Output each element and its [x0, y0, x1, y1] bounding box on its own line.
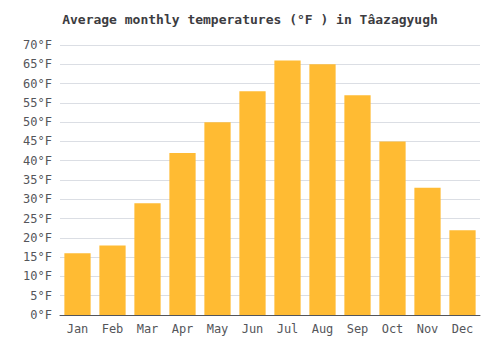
svg-text:30°F: 30°F: [23, 192, 52, 206]
svg-text:Mar: Mar: [137, 322, 159, 336]
svg-text:Average monthly temperatures (: Average monthly temperatures (°F ) in Tâ…: [62, 12, 438, 27]
svg-text:Jan: Jan: [67, 322, 89, 336]
svg-text:Nov: Nov: [417, 322, 439, 336]
svg-text:40°F: 40°F: [23, 154, 52, 168]
svg-text:Aug: Aug: [312, 322, 334, 336]
svg-text:May: May: [207, 322, 229, 336]
svg-text:65°F: 65°F: [23, 57, 52, 71]
svg-text:15°F: 15°F: [23, 250, 52, 264]
svg-text:55°F: 55°F: [23, 96, 52, 110]
svg-text:5°F: 5°F: [30, 289, 52, 303]
svg-text:20°F: 20°F: [23, 231, 52, 245]
svg-text:60°F: 60°F: [23, 77, 52, 91]
svg-text:Jun: Jun: [242, 322, 264, 336]
svg-text:25°F: 25°F: [23, 212, 52, 226]
svg-text:10°F: 10°F: [23, 269, 52, 283]
svg-text:45°F: 45°F: [23, 134, 52, 148]
svg-text:Oct: Oct: [382, 322, 404, 336]
svg-text:50°F: 50°F: [23, 115, 52, 129]
svg-text:70°F: 70°F: [23, 38, 52, 52]
svg-text:35°F: 35°F: [23, 173, 52, 187]
svg-text:Dec: Dec: [452, 322, 474, 336]
svg-text:Sep: Sep: [347, 322, 369, 336]
svg-text:Feb: Feb: [102, 322, 124, 336]
svg-text:Apr: Apr: [172, 322, 194, 336]
svg-text:Jul: Jul: [277, 322, 299, 336]
svg-text:0°F: 0°F: [30, 308, 52, 322]
